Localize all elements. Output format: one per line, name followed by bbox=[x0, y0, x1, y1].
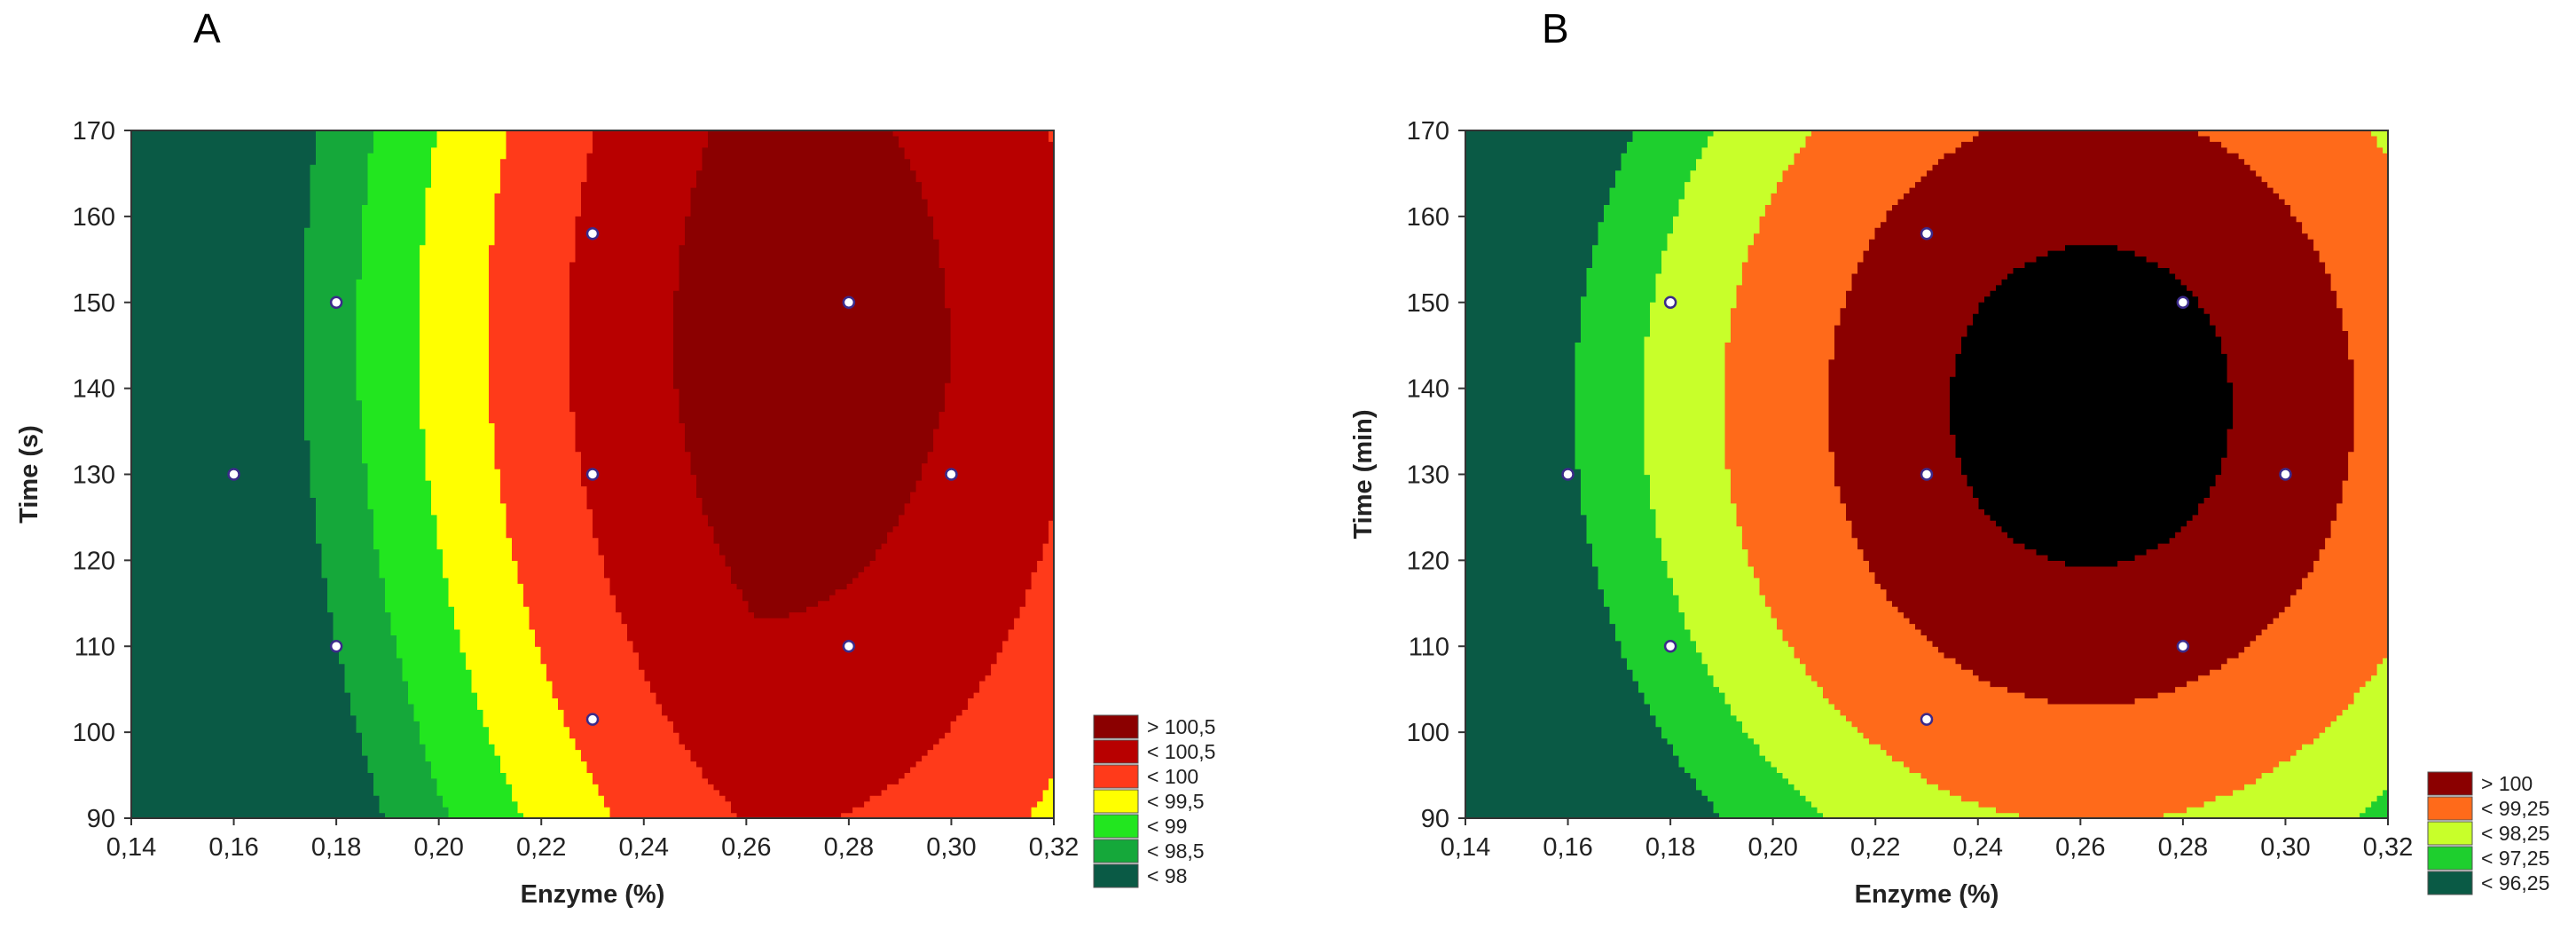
x-axis-title: Enzyme (%) bbox=[1855, 880, 1999, 909]
y-tick-label: 130 bbox=[1407, 461, 1449, 490]
design-point bbox=[1920, 227, 1934, 240]
x-tick-label: 0,16 bbox=[1543, 833, 1592, 862]
panel-a: A 0,14 0,16 0,18 0,20 0,22 0,24 0,26 0,28 0,30 0,… bbox=[15, 5, 1215, 909]
design-point bbox=[1920, 468, 1934, 481]
legend-label: < 96,25 bbox=[2481, 871, 2549, 895]
legend-swatch bbox=[1093, 739, 1139, 764]
x-tick-label: 0,18 bbox=[311, 833, 361, 862]
y-tick-label: 170 bbox=[1407, 117, 1449, 146]
panel-label-b: B bbox=[1542, 5, 1569, 51]
x-tick-label: 0,32 bbox=[2363, 833, 2413, 862]
x-tick-label: 0,14 bbox=[106, 833, 156, 862]
y-tick-label: 170 bbox=[73, 117, 115, 146]
design-point bbox=[1920, 713, 1934, 726]
y-tick-label: 140 bbox=[73, 375, 115, 404]
legend-swatch bbox=[1093, 714, 1139, 739]
y-tick-label: 140 bbox=[1407, 375, 1449, 404]
panel-b: B 0,14 0,16 0,18 0,20 0,22 0,24 0,26 0,28 0,30 0,… bbox=[1349, 5, 2549, 909]
x-tick-label: 0,18 bbox=[1645, 833, 1695, 862]
legend-swatch bbox=[1093, 839, 1139, 863]
x-tick-label: 0,26 bbox=[2055, 833, 2105, 862]
contour-plot-a: 0,14 0,16 0,18 0,20 0,22 0,24 0,26 0,28 0,30 0,32… bbox=[15, 117, 1215, 909]
legend-label: < 99,5 bbox=[1147, 790, 1205, 813]
legend-label: < 100 bbox=[1147, 765, 1198, 788]
x-tick-label: 0,32 bbox=[1029, 833, 1079, 862]
legend-label: < 98 bbox=[1147, 864, 1187, 887]
y-tick-label: 130 bbox=[73, 461, 115, 490]
design-point bbox=[1561, 468, 1575, 481]
x-tick-label: 0,20 bbox=[413, 833, 463, 862]
x-tick-label: 0,26 bbox=[721, 833, 771, 862]
legend-swatch bbox=[1093, 764, 1139, 789]
design-point bbox=[842, 296, 856, 309]
y-tick-label: 160 bbox=[73, 203, 115, 232]
y-tick-label: 110 bbox=[1409, 633, 1449, 661]
x-tick-label: 0,20 bbox=[1747, 833, 1797, 862]
y-tick-label: 90 bbox=[1421, 805, 1449, 833]
legend-swatch bbox=[2427, 821, 2473, 846]
legend-swatch bbox=[2427, 846, 2473, 871]
x-tick-label: 0,16 bbox=[208, 833, 258, 862]
y-tick-label: 110 bbox=[75, 633, 115, 661]
y-tick-label: 120 bbox=[1407, 547, 1449, 575]
y-tick-label: 150 bbox=[73, 289, 115, 318]
contour-band-5 bbox=[673, 130, 951, 619]
legend-label: < 98,25 bbox=[2481, 822, 2549, 845]
design-point bbox=[2176, 296, 2190, 309]
x-axis-title: Enzyme (%) bbox=[521, 880, 665, 909]
design-point bbox=[585, 713, 600, 726]
y-tick-label: 160 bbox=[1407, 203, 1449, 232]
legend-swatch bbox=[2427, 771, 2473, 796]
design-point bbox=[585, 468, 600, 481]
contour-field bbox=[304, 130, 1054, 818]
design-point bbox=[227, 468, 240, 481]
x-tick-label: 0,24 bbox=[619, 833, 669, 862]
y-tick-label: 100 bbox=[73, 719, 115, 747]
legend-label: < 99,25 bbox=[2481, 797, 2549, 820]
x-tick-label: 0,14 bbox=[1441, 833, 1490, 862]
legend-swatch bbox=[1093, 863, 1139, 888]
x-tick-label: 0,22 bbox=[516, 833, 566, 862]
legend-label: > 100 bbox=[2481, 772, 2533, 795]
y-axis-title: Time (s) bbox=[15, 425, 43, 524]
design-point bbox=[585, 227, 600, 240]
legend-swatch bbox=[1093, 814, 1139, 839]
design-point bbox=[2279, 468, 2292, 481]
x-tick-label: 0,24 bbox=[1953, 833, 2003, 862]
contour-plot-b: 0,14 0,16 0,18 0,20 0,22 0,24 0,26 0,28 0,30 0,32… bbox=[1349, 117, 2549, 909]
legend-label: < 97,25 bbox=[2481, 847, 2549, 870]
x-tick-label: 0,30 bbox=[2260, 833, 2310, 862]
design-point bbox=[945, 468, 958, 481]
contour-field bbox=[1575, 130, 2388, 818]
y-axis-title: Time (min) bbox=[1349, 409, 1378, 539]
contour-band-4 bbox=[1950, 245, 2234, 567]
design-point bbox=[329, 296, 343, 309]
y-tick-label: 120 bbox=[73, 547, 115, 575]
design-point bbox=[329, 640, 343, 653]
legend-label: < 98,5 bbox=[1147, 839, 1205, 863]
x-tick-label: 0,28 bbox=[2158, 833, 2208, 862]
x-tick-label: 0,28 bbox=[824, 833, 874, 862]
legend-swatch bbox=[2427, 796, 2473, 821]
legend-label: > 100,5 bbox=[1147, 715, 1215, 738]
x-tick-label: 0,30 bbox=[926, 833, 976, 862]
design-point bbox=[1663, 296, 1677, 309]
design-point bbox=[1663, 640, 1677, 653]
legend-label: < 100,5 bbox=[1147, 740, 1215, 763]
design-point bbox=[842, 640, 856, 653]
y-tick-label: 100 bbox=[1407, 719, 1449, 747]
y-tick-label: 90 bbox=[87, 805, 115, 833]
x-tick-label: 0,22 bbox=[1850, 833, 1900, 862]
panel-label-a: A bbox=[193, 5, 221, 51]
y-tick-label: 150 bbox=[1407, 289, 1449, 318]
legend-swatch bbox=[1093, 789, 1139, 814]
legend-swatch bbox=[2427, 871, 2473, 895]
legend-label: < 99 bbox=[1147, 815, 1187, 838]
design-point bbox=[2176, 640, 2190, 653]
